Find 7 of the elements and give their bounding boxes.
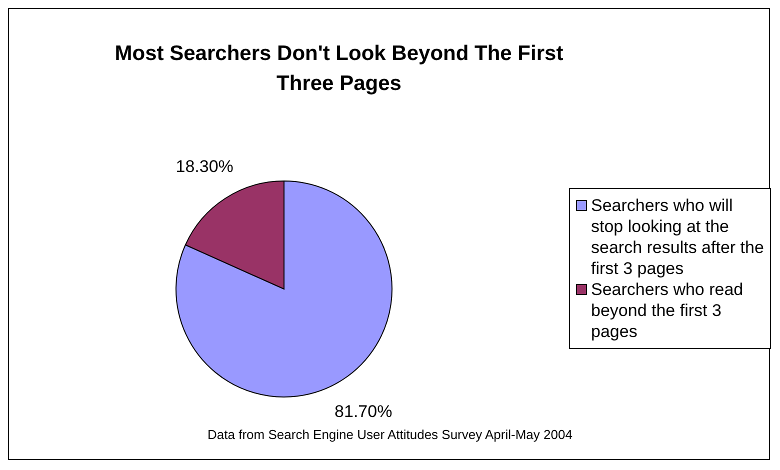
legend-label: Searchers who will stop looking at the search results after the first 3 pages — [591, 194, 765, 278]
data-label: 81.70% — [334, 402, 392, 422]
pie-slice — [176, 180, 392, 398]
chart-title: Most Searchers Don't Look Beyond The First Three Pages — [114, 41, 564, 97]
text: Data from Search Engine User Attitudes Survey April-May 2004 — [206, 427, 574, 442]
data-label: 18.30% — [176, 156, 234, 176]
legend-label: Searchers who read beyond the first 3 pages — [591, 278, 744, 342]
